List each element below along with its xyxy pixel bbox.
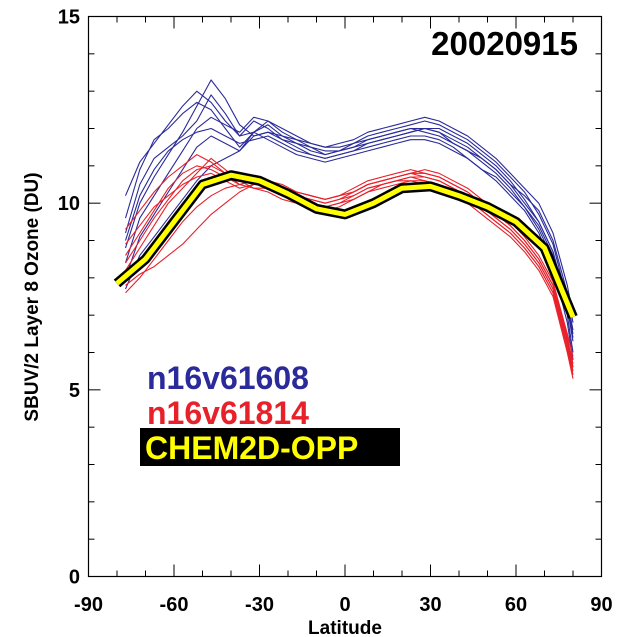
x-tick-label: -30 bbox=[245, 594, 274, 616]
plot-frame bbox=[87, 15, 603, 578]
chart-curves bbox=[113, 79, 578, 379]
legend-entry-n16v61814: n16v61814 bbox=[147, 395, 309, 431]
profile-n16v61814-5 bbox=[125, 154, 574, 379]
profile-n16v61608-2 bbox=[124, 94, 574, 353]
y-tick-label: 15 bbox=[58, 7, 80, 29]
legend-entry-chem2d-opp: CHEM2D-OPP bbox=[145, 430, 358, 466]
axis-tick-labels: -90 -60 -30 0 30 60 90 0 5 10 15 bbox=[58, 7, 613, 617]
x-tick-label: -90 bbox=[74, 594, 103, 616]
axis-ticks bbox=[88, 16, 602, 577]
x-tick-label: 60 bbox=[505, 594, 527, 616]
chart-date-title: 20020915 bbox=[431, 25, 578, 62]
y-axis-title: SBUV/2 Layer 8 Ozone (DU) bbox=[22, 172, 43, 421]
profile-n16v61608-8 bbox=[124, 127, 574, 334]
y-tick-label: 10 bbox=[58, 193, 80, 215]
x-tick-label: -60 bbox=[160, 594, 189, 616]
y-tick-label: 5 bbox=[69, 380, 80, 402]
chem2d-line bbox=[115, 172, 576, 318]
profile-n16v61608-7 bbox=[124, 90, 574, 342]
x-tick-label: 30 bbox=[419, 594, 441, 616]
legend-entry-n16v61608: n16v61608 bbox=[147, 360, 309, 396]
legend-chem2d-background bbox=[140, 428, 400, 466]
y-tick-label: 0 bbox=[69, 567, 80, 589]
profile-n16v61608-4 bbox=[124, 116, 574, 331]
legend: n16v61608 n16v61814 CHEM2D-OPP bbox=[140, 360, 400, 466]
profile-n16v61814-6 bbox=[125, 172, 574, 361]
x-tick-label: 90 bbox=[590, 594, 612, 616]
x-tick-label: 0 bbox=[339, 594, 350, 616]
x-axis-title: Latitude bbox=[308, 618, 382, 637]
